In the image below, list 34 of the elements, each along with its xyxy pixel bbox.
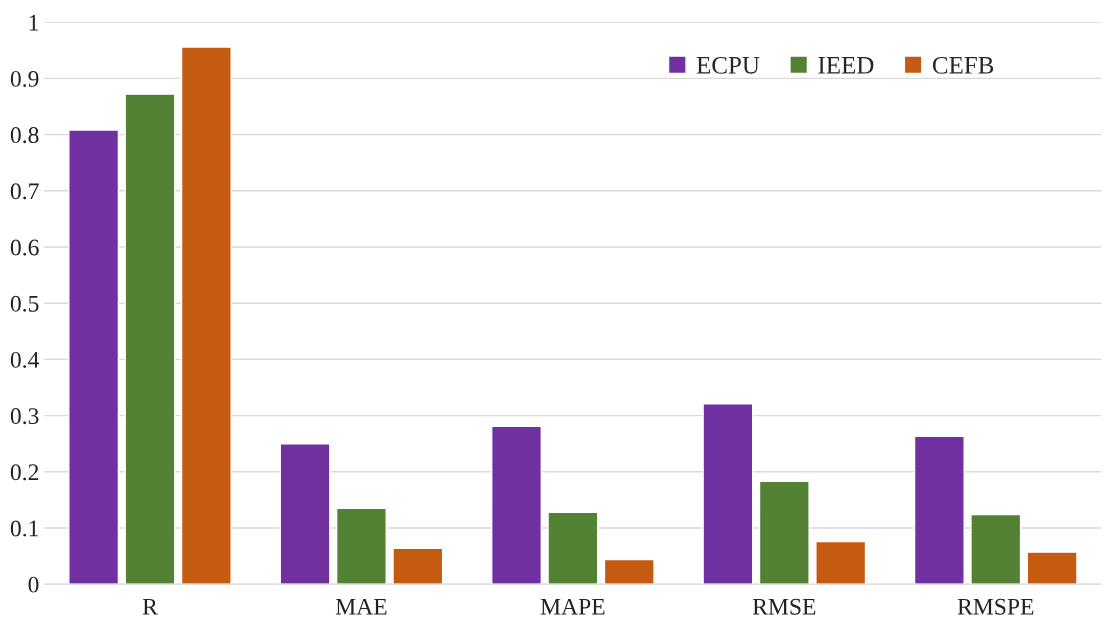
legend-label: IEED xyxy=(818,57,874,74)
y-tick-label: 0.7 xyxy=(10,183,39,200)
bar xyxy=(970,513,1022,585)
y-tick-label: 0.4 xyxy=(10,351,40,368)
y-tick-label: 0.5 xyxy=(10,295,39,312)
bar xyxy=(180,46,232,585)
y-tick-label: 1 xyxy=(29,14,38,31)
bar xyxy=(124,93,176,585)
x-tick-label: MAPE xyxy=(540,598,605,615)
y-tick-label: 0.3 xyxy=(10,408,39,425)
legend-label: ECPU xyxy=(696,56,760,74)
y-tick-label: 0.6 xyxy=(10,239,39,256)
x-tick-label: MAE xyxy=(335,598,387,615)
y-tick-label: 0.8 xyxy=(10,127,39,144)
legend-label: CEFB xyxy=(932,56,994,74)
bar xyxy=(490,425,542,585)
bar xyxy=(279,443,331,585)
bar xyxy=(815,540,867,585)
x-tick-label: RMSE xyxy=(752,598,816,615)
bar xyxy=(758,480,810,585)
y-tick-label: 0.9 xyxy=(10,70,39,87)
y-tick-label: 0.2 xyxy=(10,464,39,481)
bar xyxy=(335,507,387,585)
y-tick-label: 0.1 xyxy=(10,520,38,537)
bar xyxy=(913,435,965,585)
bar xyxy=(392,547,444,585)
bar xyxy=(1026,551,1078,585)
bar xyxy=(547,511,599,585)
bar xyxy=(68,129,120,585)
bar xyxy=(603,558,655,585)
x-tick-label: R xyxy=(142,599,158,615)
y-tick-label: 0 xyxy=(28,576,39,593)
x-tick-label: RMSPE xyxy=(957,598,1034,615)
bar xyxy=(702,403,754,585)
